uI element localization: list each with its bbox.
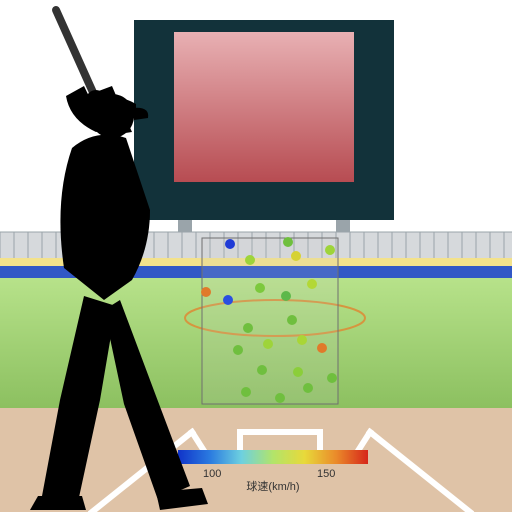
chart-svg: 100 150 球速(km/h) — [0, 0, 512, 512]
pitch-marker — [225, 239, 235, 249]
pitch-marker — [243, 323, 253, 333]
pitch-marker — [255, 283, 265, 293]
pitch-marker — [223, 295, 233, 305]
pitch-marker — [281, 291, 291, 301]
legend-axis-label: 球速(km/h) — [246, 479, 299, 493]
legend-tick-label: 100 — [203, 468, 221, 480]
pitch-marker — [303, 383, 313, 393]
pitch-marker — [241, 387, 251, 397]
pitch-location-chart: 100 150 球速(km/h) — [0, 0, 512, 512]
pitch-marker — [307, 279, 317, 289]
pitch-marker — [317, 343, 327, 353]
pitch-marker — [291, 251, 301, 261]
pitch-marker — [297, 335, 307, 345]
pitch-marker — [257, 365, 267, 375]
pitch-marker — [275, 393, 285, 403]
pitch-marker — [283, 237, 293, 247]
strike-zone — [202, 238, 338, 404]
pitch-marker — [245, 255, 255, 265]
legend-tick-label: 150 — [317, 468, 335, 480]
legend-bar — [178, 450, 368, 464]
scoreboard-screen — [174, 32, 354, 182]
pitch-marker — [201, 287, 211, 297]
pitch-marker — [327, 373, 337, 383]
pitch-marker — [233, 345, 243, 355]
pitch-marker — [325, 245, 335, 255]
pitch-marker — [293, 367, 303, 377]
pitch-marker — [287, 315, 297, 325]
pitch-marker — [263, 339, 273, 349]
